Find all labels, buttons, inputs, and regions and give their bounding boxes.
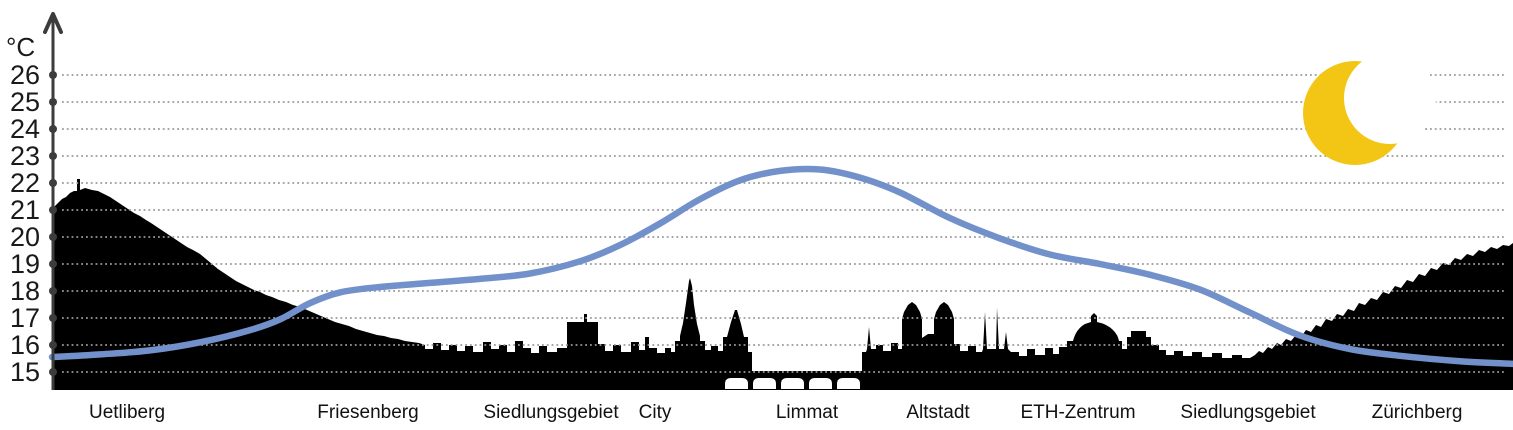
y-axis-tick-label: 20 <box>9 222 40 252</box>
x-axis-station-label: Zürichberg <box>1371 402 1463 423</box>
bridge-arch <box>753 378 776 389</box>
x-axis-station-label: Siedlungsgebiet <box>1180 402 1316 423</box>
x-axis-station-label: ETH-Zentrum <box>1020 402 1136 423</box>
y-axis-tick-dot <box>49 314 57 322</box>
y-axis-tick-label: 18 <box>9 276 40 306</box>
y-axis-tick-dot <box>49 368 57 376</box>
crescent-moon-icon <box>1303 52 1436 165</box>
bridge-arch <box>837 378 860 389</box>
y-axis <box>43 12 63 390</box>
y-axis-tick-dot <box>49 98 57 106</box>
x-axis-station-label: Altstadt <box>906 402 970 423</box>
y-axis-tick-dot <box>49 71 57 79</box>
x-axis-station-label: Siedlungsgebiet <box>483 402 619 423</box>
y-axis-tick-dot <box>49 260 57 268</box>
y-axis-tick-dot <box>49 179 57 187</box>
y-axis-tick-label: 24 <box>9 114 40 144</box>
y-axis-tick-label: 25 <box>9 87 40 117</box>
bridge-arch <box>725 378 748 389</box>
y-axis-tick-label: 17 <box>9 303 40 333</box>
y-axis-tick-dot <box>49 152 57 160</box>
y-axis-tick-dot <box>49 287 57 295</box>
y-axis-tick-label: 19 <box>9 249 40 279</box>
bridge-arch <box>781 378 804 389</box>
limmat-bridge-arches <box>725 378 860 389</box>
y-axis-tick-label: 22 <box>9 168 40 198</box>
x-axis-station-label: Uetliberg <box>88 402 166 423</box>
y-axis-tick-dots <box>49 71 57 376</box>
y-axis-tick-label: 23 <box>9 141 40 171</box>
x-axis-station-label: Friesenberg <box>317 402 419 423</box>
city-skyline-silhouette <box>52 179 1513 390</box>
moon-bite <box>1344 52 1436 144</box>
y-axis-tick-dot <box>49 233 57 241</box>
x-axis-station-label: Limmat <box>775 402 839 423</box>
y-axis-tick-dot <box>49 125 57 133</box>
y-axis-arrowhead-icon <box>43 12 63 34</box>
y-axis-tick-label: 21 <box>9 195 40 225</box>
y-axis-tick-label: 16 <box>9 330 40 360</box>
gridlines <box>62 74 1506 373</box>
bridge-arch <box>809 378 832 389</box>
y-axis-tick-dot <box>49 206 57 214</box>
y-axis-tick-label: 26 <box>9 60 40 90</box>
y-axis-tick-dot <box>49 341 57 349</box>
y-axis-tick-label: 15 <box>9 357 40 387</box>
x-axis-station-label: City <box>638 402 672 423</box>
y-axis-unit-label: °C <box>6 32 36 62</box>
temperature-curve <box>48 165 1513 368</box>
